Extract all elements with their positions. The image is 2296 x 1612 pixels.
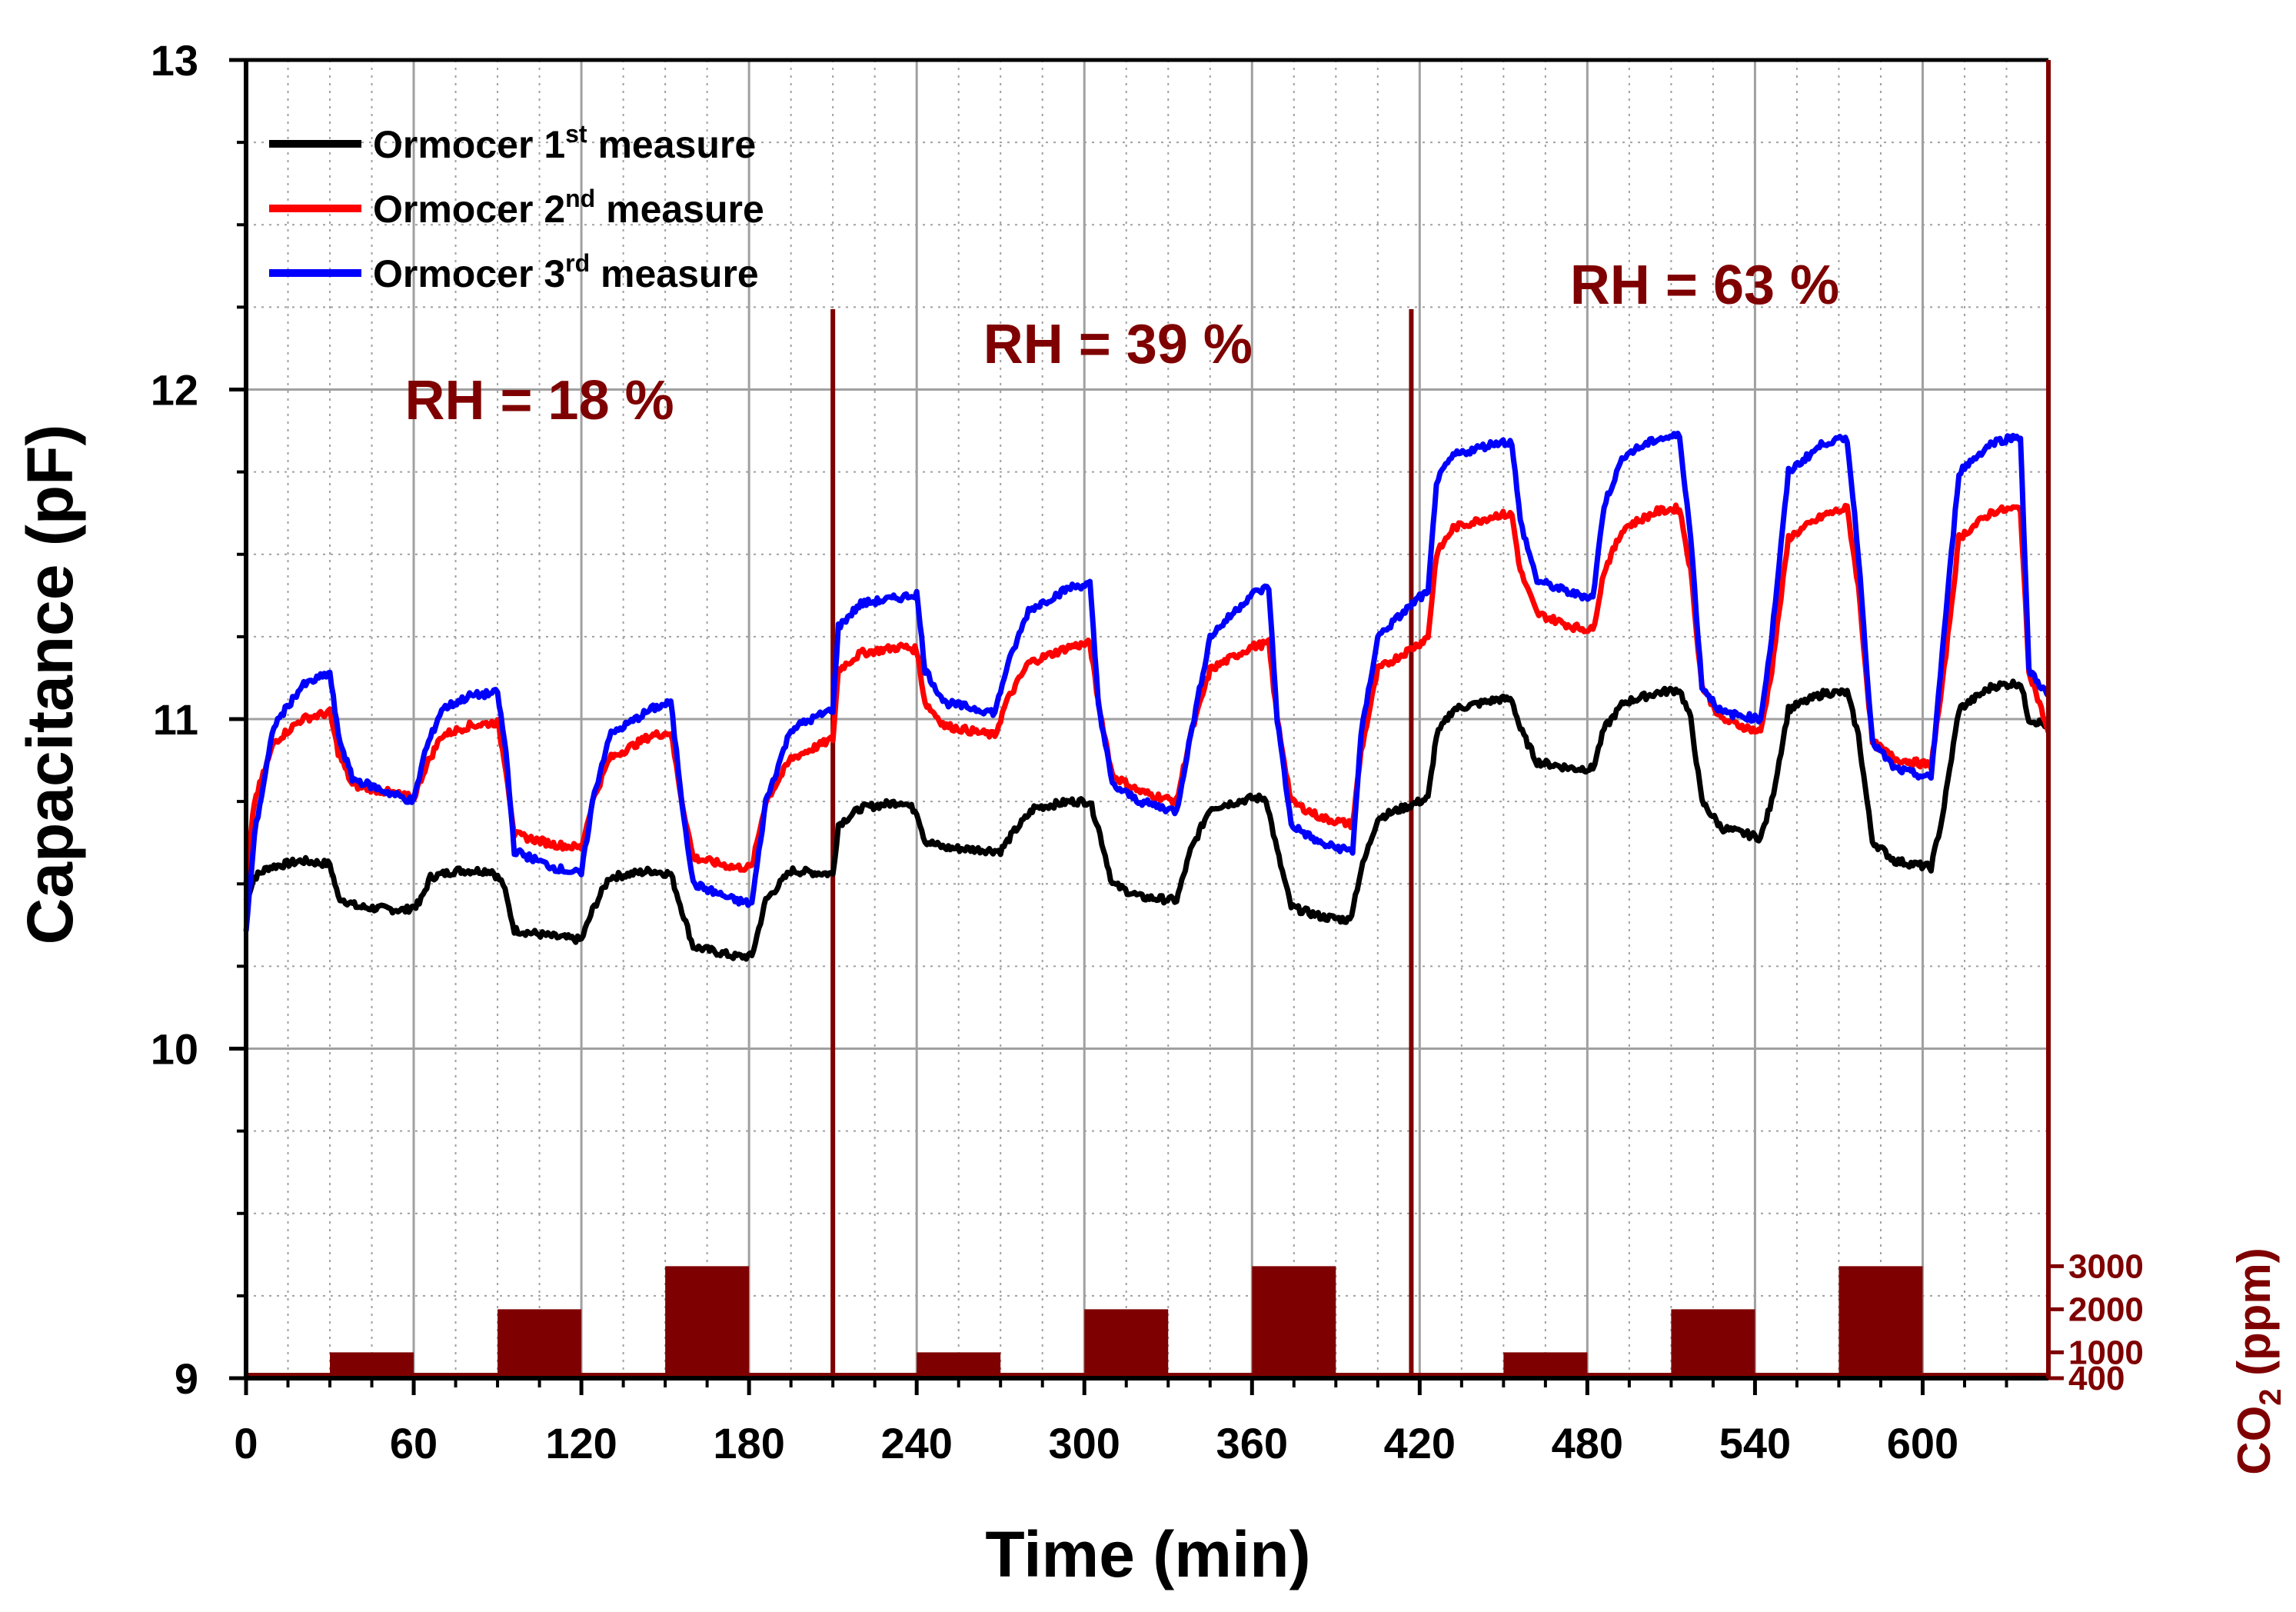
series-line-2 <box>243 502 2051 884</box>
y2-axis-title-tail: (ppm) <box>2228 1247 2280 1388</box>
legend-label-series-3-sup: rd <box>565 249 590 277</box>
y-tick-label: 12 <box>151 366 198 415</box>
co2-bar-3 <box>665 1266 750 1378</box>
ticks: 0 60 120 180 240 300 360 420 480 540 600 9 10 11 12 13 4… <box>151 36 2144 1467</box>
co2-bar-5 <box>1084 1309 1169 1378</box>
x-tick-label: 300 <box>1049 1419 1120 1467</box>
x-tick-label: 420 <box>1384 1419 1456 1467</box>
legend-label-series-1-main: Ormocer 1 <box>373 123 565 166</box>
rh-separators <box>830 309 1414 1378</box>
legend-swatch-series-2 <box>269 205 361 212</box>
y2-axis-title-main: CO <box>2228 1406 2280 1475</box>
x-tick-label: 240 <box>880 1419 952 1467</box>
series-line-1 <box>243 678 2051 962</box>
legend-label-series-2-sup: nd <box>565 185 595 212</box>
co2-bar-6 <box>1252 1266 1336 1378</box>
rh-annotations: RH = 18 % RH = 39 % RH = 63 % <box>405 255 1840 431</box>
legend-label-series-1-sup: st <box>565 120 587 148</box>
x-tick-label: 180 <box>713 1419 784 1467</box>
y2-tick-label: 2000 <box>2068 1291 2144 1328</box>
x-tick-label: 60 <box>390 1419 438 1467</box>
legend-label-series-1: Ormocer 1st measure <box>373 120 756 166</box>
axes <box>244 58 2051 1381</box>
y-tick-label: 11 <box>153 695 198 744</box>
co2-bar-9 <box>1838 1266 1923 1378</box>
minor-grid <box>246 60 2048 1378</box>
co2-bar-8 <box>1671 1309 1755 1378</box>
y2-tick-label: 3000 <box>2068 1247 2144 1285</box>
y-tick-label: 13 <box>151 36 198 85</box>
rh-annotation-2: RH = 39 % <box>983 314 1253 375</box>
y2-tick-label: 1000 <box>2068 1334 2144 1371</box>
x-tick-label: 600 <box>1887 1419 1958 1467</box>
series-line-3 <box>243 430 2051 932</box>
co2-bar-2 <box>497 1309 582 1378</box>
x-tick-label: 120 <box>545 1419 617 1467</box>
legend-label-series-2-tail: measure <box>595 188 764 231</box>
legend-swatch-series-3 <box>269 269 361 277</box>
y2-axis-title: CO2 (ppm) <box>2228 1247 2288 1475</box>
x-axis-title: Time (min) <box>985 1518 1310 1590</box>
series-lines <box>243 430 2051 962</box>
y2-tick-label: 400 <box>2068 1360 2125 1397</box>
y-tick-label: 10 <box>151 1025 198 1074</box>
rh-annotation-3: RH = 63 % <box>1570 255 1839 316</box>
legend-swatch-series-1 <box>269 140 361 148</box>
x-tick-label: 360 <box>1216 1419 1288 1467</box>
y-axis-title: Capacitance (pF) <box>14 425 86 945</box>
legend-label-series-2-main: Ormocer 2 <box>373 188 565 231</box>
legend-label-series-3: Ormocer 3rd measure <box>373 249 759 295</box>
legend-label-series-2: Ormocer 2nd measure <box>373 185 764 231</box>
y2-axis-title-sub: 2 <box>2254 1389 2288 1406</box>
legend-label-series-1-tail: measure <box>587 123 757 166</box>
legend-label-series-3-main: Ormocer 3 <box>373 252 565 295</box>
x-tick-label: 540 <box>1719 1419 1791 1467</box>
legend: Ormocer 1st measure Ormocer 2nd measure … <box>269 120 764 295</box>
rh-annotation-1: RH = 18 % <box>405 370 674 431</box>
x-tick-label: 480 <box>1552 1419 1623 1467</box>
legend-label-series-3-tail: measure <box>590 252 759 295</box>
co2-bars <box>246 1266 2048 1378</box>
x-tick-label: 0 <box>234 1419 258 1467</box>
y-tick-label: 9 <box>175 1354 198 1403</box>
